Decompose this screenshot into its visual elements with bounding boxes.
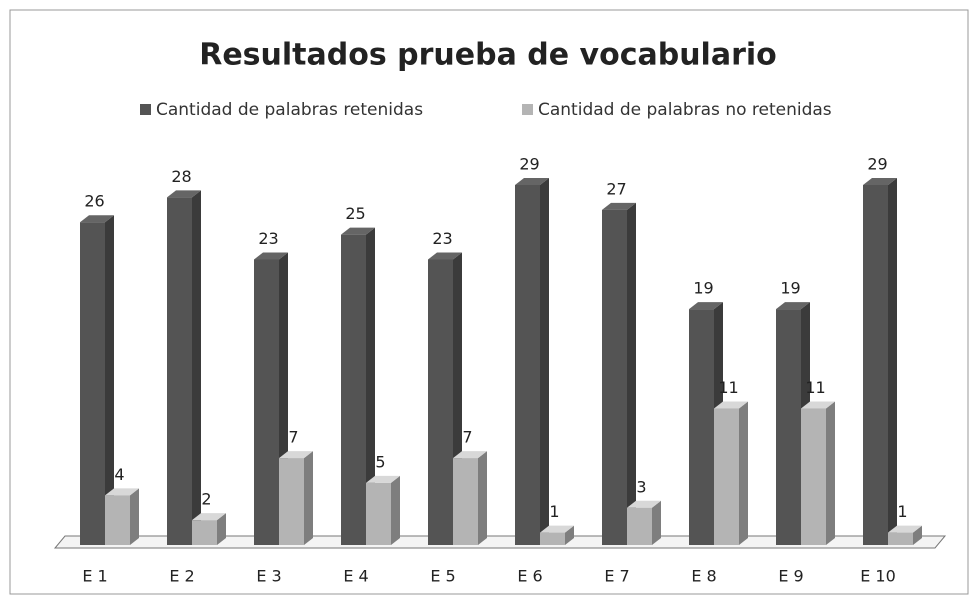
bar-side [366,227,375,546]
bar [602,209,627,546]
bar-top [105,488,139,496]
x-tick-label: E 3 [256,567,281,586]
bar-side [826,401,835,545]
x-tick-label: E 2 [169,567,194,586]
bar-top [515,178,549,185]
legend-swatch [140,104,151,115]
bar-side [739,401,748,545]
bar-top [540,525,574,533]
bar [254,259,279,545]
bar-side [478,451,487,545]
bar-side [565,525,574,545]
bar-top [453,451,487,459]
bar-top [689,302,723,310]
bar-side [627,202,636,546]
bar [689,309,714,545]
bar [888,532,913,545]
bar-top [366,475,400,483]
bar [80,222,105,545]
bar-top [279,451,313,459]
bar-top [254,252,288,260]
bar-side [391,475,400,545]
data-label: 5 [375,452,385,471]
bar-side [105,215,114,545]
data-label: 29 [867,155,887,174]
bar-top [80,215,114,223]
x-tick-label: E 5 [430,567,455,586]
data-label: 2 [201,490,211,509]
data-label: 27 [606,179,626,198]
bar [341,234,366,546]
bar [540,532,565,545]
x-tick-label: E 10 [860,567,896,586]
data-label: 26 [84,192,104,211]
bar [776,309,801,545]
bar [428,259,453,545]
bar-top [863,178,897,185]
bar-side [130,488,139,545]
bar-side [652,500,661,545]
data-label: 19 [693,279,713,298]
bar-top [776,302,810,310]
chart-title: Resultados prueba de vocabulario [199,38,777,73]
bar-top [888,525,922,533]
legend-swatch [522,104,533,115]
data-label: 7 [462,428,472,447]
legend-label: Cantidad de palabras retenidas [156,100,423,120]
data-label: 23 [432,229,452,248]
data-label: 11 [718,378,738,397]
bar-side [888,178,897,545]
bar-top [801,401,835,409]
bar [714,408,739,545]
bar [366,482,391,545]
bar [279,458,304,545]
data-label: 23 [258,229,278,248]
x-tick-label: E 6 [517,567,542,586]
x-tick-label: E 9 [778,567,803,586]
bar-side [192,190,201,545]
bar-top [192,513,226,521]
bar-top [714,401,748,409]
bar-side [913,525,922,545]
bar-side [217,513,226,545]
bar-top [428,252,462,260]
bar [863,185,888,545]
x-tick-label: E 7 [604,567,629,586]
data-label: 3 [636,477,646,496]
data-label: 4 [114,465,124,484]
bar [192,520,217,545]
bar-top [627,500,661,508]
bar-top [167,190,201,198]
bar [627,507,652,545]
bar [453,458,478,545]
data-label: 28 [171,167,191,186]
bar [801,408,826,545]
bar [167,197,192,545]
bar [105,495,130,545]
legend-label: Cantidad de palabras no retenidas [538,100,832,120]
data-label: 25 [345,204,365,223]
data-label: 7 [288,428,298,447]
x-tick-label: E 1 [82,567,107,586]
x-tick-label: E 4 [343,567,368,586]
bar-top [341,227,375,235]
data-label: 1 [897,502,907,521]
data-label: 29 [519,155,539,174]
data-label: 11 [805,378,825,397]
bar-top [602,202,636,210]
bar-side [304,451,313,545]
data-label: 19 [780,279,800,298]
bar-side [540,178,549,545]
bar [515,185,540,545]
data-label: 1 [549,502,559,521]
x-tick-label: E 8 [691,567,716,586]
